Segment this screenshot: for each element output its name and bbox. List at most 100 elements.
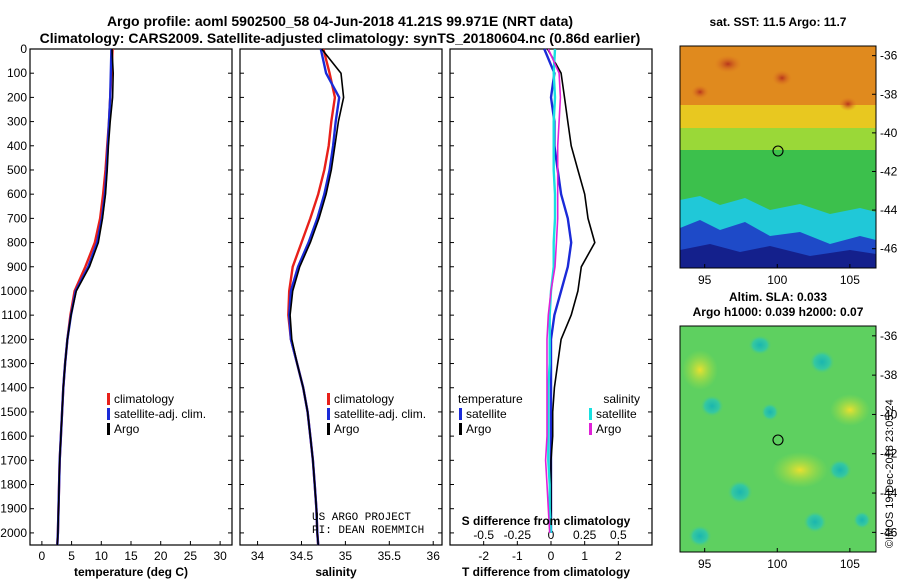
sla-argo-location-marker: [772, 434, 784, 446]
sst-darkblue-band: [680, 244, 876, 268]
sst-warm-eddy: [691, 85, 709, 99]
t-difference-xlabel: T difference from climatology: [462, 565, 630, 579]
s-difference-xlabel: S difference from climatology: [462, 514, 631, 528]
sla-high-patch: [682, 350, 718, 390]
depth-tick-label: 1700: [0, 453, 27, 467]
legend-label-climatology: climatology: [114, 392, 174, 406]
map-lat-tick-label: -36: [880, 49, 898, 63]
series-line-climatology: [56, 48, 114, 546]
depth-axis: 0 100 200 300 400 500 600 700 800 900 1000 1100 1200…: [0, 42, 652, 540]
depth-tick-label: 2000: [0, 526, 27, 540]
legend-label-climatology: climatology: [334, 392, 394, 406]
salinity-tick-label: 36: [427, 549, 441, 563]
series-line-argo: [289, 48, 345, 546]
sla-eddy: [809, 350, 835, 374]
sst-map: [679, 45, 877, 269]
legend-swatch-climatology: [327, 393, 330, 405]
depth-tick-label: 1000: [0, 284, 27, 298]
depth-tick-label: 400: [7, 139, 27, 153]
series-line-argo: [56, 48, 114, 546]
temperature-tick-label: 0: [39, 549, 46, 563]
legend-swatch-climatology: [107, 393, 110, 405]
sla-map-title-2: Argo h1000: 0.039 h2000: 0.07: [693, 305, 864, 319]
title-line-1: Argo profile: aoml 5902500_58 04-Jun-201…: [107, 13, 573, 29]
salinity-xlabel: salinity: [315, 565, 357, 579]
depth-tick-label: 200: [7, 90, 27, 104]
sla-eddy: [761, 403, 779, 421]
legend-label-t-argo: Argo: [466, 422, 492, 436]
salinity-tick-label: 34: [251, 549, 265, 563]
sla-high-patch: [772, 452, 828, 488]
map-lon-tick-label: 105: [840, 557, 860, 571]
depth-tick-label: 1600: [0, 429, 27, 443]
legend-label-argo: Argo: [114, 422, 140, 436]
sst-warm-eddy: [839, 97, 857, 111]
legend-swatch-satellite: [107, 408, 110, 420]
sla-eddy: [853, 511, 871, 529]
map-lat-tick-label: -44: [880, 486, 898, 500]
depth-tick-label: 1300: [0, 357, 27, 371]
salinity-tick-label: 35.5: [378, 549, 402, 563]
sla-eddy: [748, 335, 772, 355]
sst-map-axes: -36 -38 -40 -42 -44 -46 95 100 105: [698, 49, 898, 287]
sst-map-frame: [679, 45, 877, 269]
sla-eddy: [727, 480, 753, 504]
legend-label-s-argo: Argo: [596, 422, 622, 436]
sst-map-title: sat. SST: 11.5 Argo: 11.7: [710, 15, 847, 29]
depth-tick-label: 300: [7, 115, 27, 129]
temperature-legend: climatology satellite-adj. clim. Argo: [107, 392, 206, 436]
depth-tick-label: 500: [7, 163, 27, 177]
map-lon-tick-label: 95: [698, 557, 712, 571]
temperature-xlabel: temperature (deg C): [74, 565, 188, 579]
map-lat-tick-label: -42: [880, 164, 898, 178]
legend-label-satellite: satellite-adj. clim.: [334, 407, 426, 421]
s-diff-tick-label: 0.5: [610, 528, 627, 542]
legend-swatch-s-argo: [589, 423, 592, 435]
sla-high-patch: [830, 394, 870, 426]
legend-swatch-t-satellite: [459, 408, 462, 420]
map-lat-tick-label: -46: [880, 525, 898, 539]
sst-lightgreen-band: [680, 128, 876, 150]
legend-salinity-title: salinity: [603, 392, 640, 406]
legend-label-s-satellite: satellite: [596, 407, 637, 421]
legend-temperature-title: temperature: [458, 392, 523, 406]
series-line-satellite-adj-clim-: [56, 48, 113, 546]
temperature-tick-label: 30: [213, 549, 227, 563]
series-line-salinity-argo: [544, 48, 562, 533]
s-diff-tick-label: -0.25: [504, 528, 532, 542]
map-lon-tick-label: 105: [840, 273, 860, 287]
salinity-legend: climatology satellite-adj. clim. Argo: [327, 392, 426, 436]
footer-credit: ©IMOS 19-Dec-2018 23:05:24: [884, 399, 896, 548]
depth-tick-label: 700: [7, 211, 27, 225]
sla-eddy: [803, 511, 827, 533]
salinity-tick-label: 34.5: [290, 549, 314, 563]
map-lon-tick-label: 100: [767, 273, 787, 287]
depth-tick-label: 1900: [0, 502, 27, 516]
map-lat-tick-label: -40: [880, 126, 898, 140]
temperature-tick-label: 15: [124, 549, 138, 563]
legend-swatch-satellite: [327, 408, 330, 420]
t-diff-tick-label: -2: [478, 549, 489, 563]
t-diff-tick-label: 1: [581, 549, 588, 563]
s-diff-tick-label: 0.25: [573, 528, 597, 542]
series-line-climatology: [287, 48, 337, 546]
map-lat-tick-label: -36: [880, 329, 898, 343]
map-lon-tick-label: 100: [767, 557, 787, 571]
legend-swatch-argo: [107, 423, 110, 435]
depth-tick-label: 900: [7, 260, 27, 274]
temperature-tick-label: 10: [95, 549, 109, 563]
t-diff-tick-label: -1: [512, 549, 523, 563]
s-diff-tick-label: 0: [548, 528, 555, 542]
map-lat-tick-label: -44: [880, 203, 898, 217]
temperature-tick-label: 25: [184, 549, 198, 563]
temperature-tick-label: 5: [68, 549, 75, 563]
title-line-2: Climatology: CARS2009. Satellite-adjuste…: [40, 30, 641, 46]
credit-pi: PI: DEAN ROEMMICH: [312, 525, 424, 537]
salinity-tick-label: 35: [339, 549, 353, 563]
legend-label-argo: Argo: [334, 422, 360, 436]
sst-warm-eddy: [772, 70, 792, 86]
sla-eddy: [828, 459, 852, 481]
series-line-temperature-argo: [546, 48, 596, 533]
